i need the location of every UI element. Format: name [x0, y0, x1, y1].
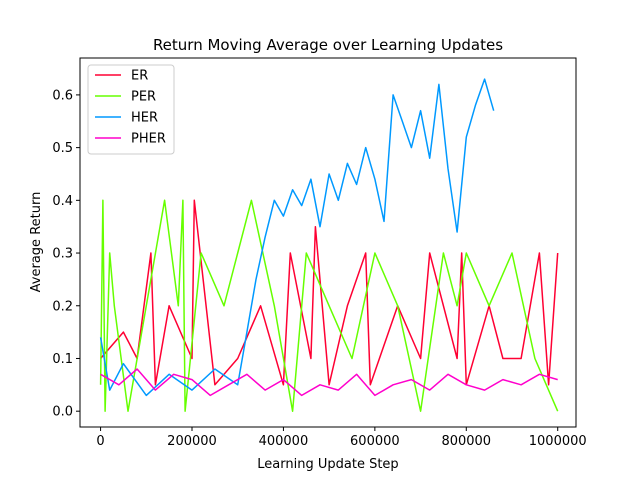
- x-tick-label: 800000: [441, 434, 491, 449]
- series-line-per: [99, 199, 559, 412]
- x-tick-label: 400000: [259, 434, 309, 449]
- plot-frame: [79, 57, 577, 428]
- x-tick-label: 200000: [167, 434, 217, 449]
- x-tick-label: 0: [96, 434, 104, 449]
- y-tick-label: 0.3: [52, 247, 73, 262]
- chart-title: Return Moving Average over Learning Upda…: [153, 36, 503, 54]
- legend-label-her: HER: [131, 111, 158, 126]
- y-tick-label: 0.4: [52, 194, 73, 209]
- series-layer: [99, 78, 559, 412]
- series-line-pher: [100, 368, 558, 397]
- y-tick-label: 0.1: [52, 352, 73, 367]
- legend-label-pher: PHER: [131, 132, 166, 147]
- y-tick-label: 0.5: [52, 141, 73, 156]
- legend-box: [87, 64, 175, 155]
- y-axis-label: Average Return: [29, 192, 44, 293]
- tick-layer: 0 200000 400000 600000 800000 1000000 0.0 0.1 0.…: [52, 88, 586, 449]
- x-tick-label: 600000: [350, 434, 400, 449]
- legend-label-per: PER: [131, 90, 156, 105]
- series-line-her: [99, 78, 495, 397]
- y-tick-label: 0.0: [52, 405, 73, 420]
- legend-label-er: ER: [131, 69, 148, 84]
- x-tick-label: 1000000: [529, 434, 587, 449]
- y-tick-label: 0.2: [52, 299, 73, 314]
- x-axis-label: Learning Update Step: [257, 457, 398, 472]
- y-tick-label: 0.6: [52, 88, 73, 103]
- legend: ER PER HER PHER: [87, 64, 175, 155]
